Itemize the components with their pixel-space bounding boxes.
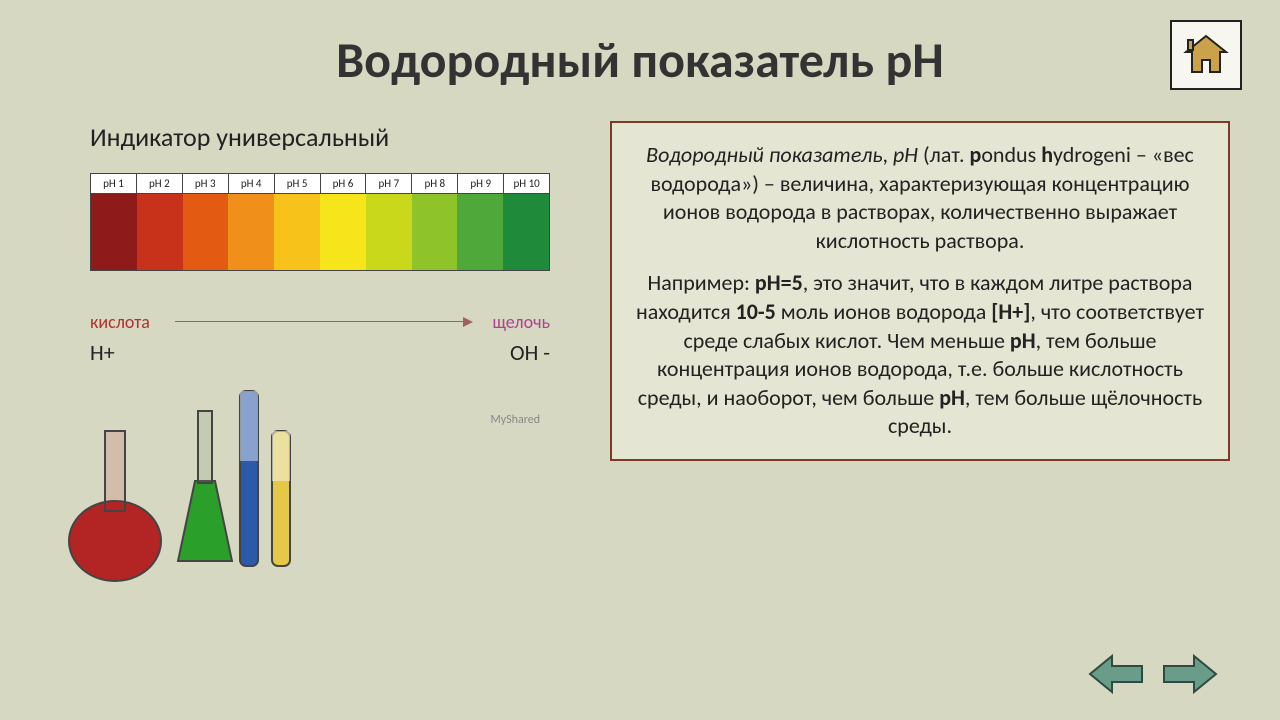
example-paragraph: Например: рН=5, это значит, что в каждом… [634, 269, 1206, 441]
ph-color-cell [137, 194, 183, 270]
ph-color-cell [320, 194, 366, 270]
ph-label: pH 8 [412, 174, 458, 193]
ph-color-cell [91, 194, 137, 270]
ph-label: pH 5 [275, 174, 321, 193]
ph-colors-row [90, 193, 550, 271]
ph-label: pH 6 [321, 174, 367, 193]
ph-color-cell [457, 194, 503, 270]
info-box: Водородный показатель, pH (лат. pondus h… [610, 121, 1230, 461]
ph-labels-row: pH 1pH 2pH 3pH 4pH 5pH 6pH 7pH 8pH 9pH 1… [90, 173, 550, 193]
ph-label: pH 7 [366, 174, 412, 193]
ph-label: pH 9 [458, 174, 504, 193]
ph-label: pH 2 [137, 174, 183, 193]
oh-ion-label: OH - [510, 339, 550, 366]
ph-color-cell [183, 194, 229, 270]
ph-color-cell [412, 194, 458, 270]
ph-label: pH 3 [183, 174, 229, 193]
arrow-right-icon [1162, 652, 1218, 696]
ph-color-cell [274, 194, 320, 270]
watermark: MyShared [490, 413, 540, 427]
ph-label: pH 10 [504, 174, 549, 193]
arrow-left-icon [1088, 652, 1144, 696]
prev-button[interactable] [1086, 650, 1146, 698]
ph-color-cell [228, 194, 274, 270]
definition-paragraph: Водородный показатель, pH (лат. pondus h… [634, 141, 1206, 255]
base-label: щелочь [492, 311, 550, 333]
nav-arrows [1086, 650, 1220, 698]
ph-scale: pH 1pH 2pH 3pH 4pH 5pH 6pH 7pH 8pH 9pH 1… [90, 173, 550, 271]
home-icon [1182, 32, 1230, 78]
next-button[interactable] [1160, 650, 1220, 698]
ph-label: pH 4 [229, 174, 275, 193]
flasks-illustration [60, 311, 340, 591]
indicator-title: Индикатор универсальный [90, 121, 580, 153]
right-panel: Водородный показатель, pH (лат. pondus h… [610, 121, 1230, 461]
left-panel: Индикатор универсальный pH 1pH 2pH 3pH 4… [60, 121, 580, 461]
home-button[interactable] [1170, 20, 1242, 90]
ph-color-cell [366, 194, 412, 270]
ph-color-cell [503, 194, 549, 270]
page-title: Водородный показатель рН [0, 0, 1280, 91]
ph-label: pH 1 [91, 174, 137, 193]
